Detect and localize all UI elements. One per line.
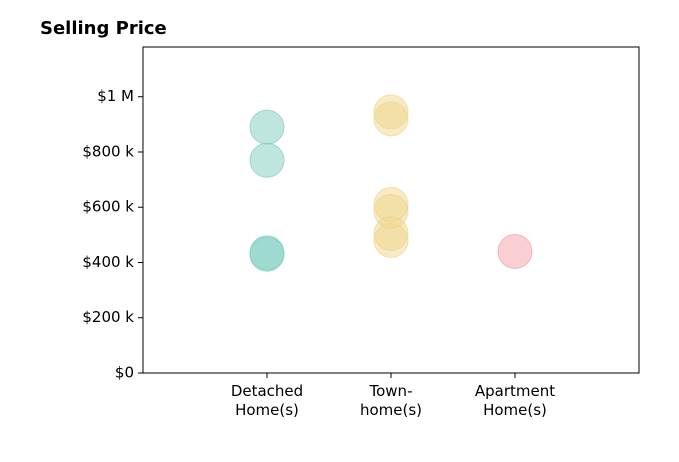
x-tick-label: Apartment Home(s): [474, 382, 556, 419]
point: [249, 236, 285, 272]
x-tick-label: Detached Home(s): [230, 382, 304, 419]
y-tick-label: $400 k: [82, 253, 134, 271]
point: [249, 142, 285, 178]
point: [373, 222, 409, 258]
point: [373, 101, 409, 137]
y-tick-label: $1 M: [97, 87, 134, 105]
chart-title: Selling Price: [40, 18, 167, 39]
y-tick-label: $200 k: [82, 308, 134, 326]
y-tick-label: $0: [115, 364, 134, 382]
y-tick-label: $600 k: [82, 198, 134, 216]
y-tick-label: $800 k: [82, 142, 134, 160]
point: [497, 233, 533, 269]
point: [249, 109, 285, 145]
x-tick-label: Town- home(s): [359, 382, 423, 419]
